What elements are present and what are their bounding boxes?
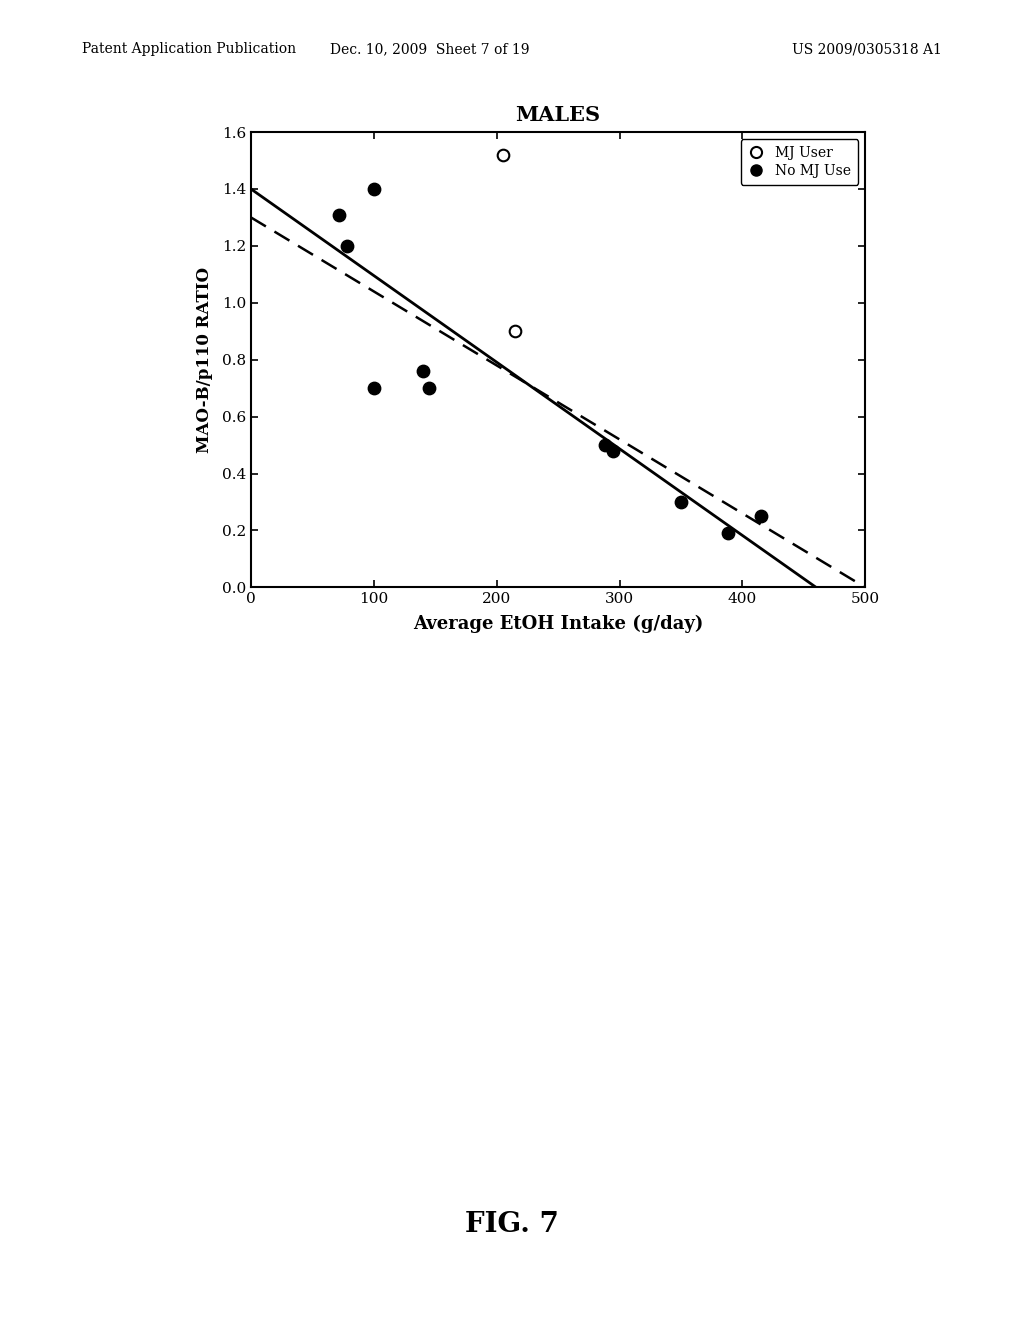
Y-axis label: MAO-B/p110 RATIO: MAO-B/p110 RATIO <box>197 267 213 453</box>
Text: FIG. 7: FIG. 7 <box>465 1212 559 1238</box>
Point <box>366 378 382 399</box>
Text: US 2009/0305318 A1: US 2009/0305318 A1 <box>793 42 942 57</box>
Point <box>507 321 523 342</box>
Point <box>339 235 355 256</box>
X-axis label: Average EtOH Intake (g/day): Average EtOH Intake (g/day) <box>413 615 703 632</box>
Point <box>331 205 347 226</box>
Text: Patent Application Publication: Patent Application Publication <box>82 42 296 57</box>
Text: Dec. 10, 2009  Sheet 7 of 19: Dec. 10, 2009 Sheet 7 of 19 <box>331 42 529 57</box>
Point <box>753 506 769 527</box>
Point <box>720 523 736 544</box>
Title: MALES: MALES <box>515 104 601 125</box>
Point <box>495 144 511 165</box>
Legend: MJ User, No MJ Use: MJ User, No MJ Use <box>740 139 858 185</box>
Point <box>366 178 382 199</box>
Point <box>673 491 689 512</box>
Point <box>605 441 622 462</box>
Point <box>421 378 437 399</box>
Point <box>415 360 431 381</box>
Point <box>597 434 613 455</box>
